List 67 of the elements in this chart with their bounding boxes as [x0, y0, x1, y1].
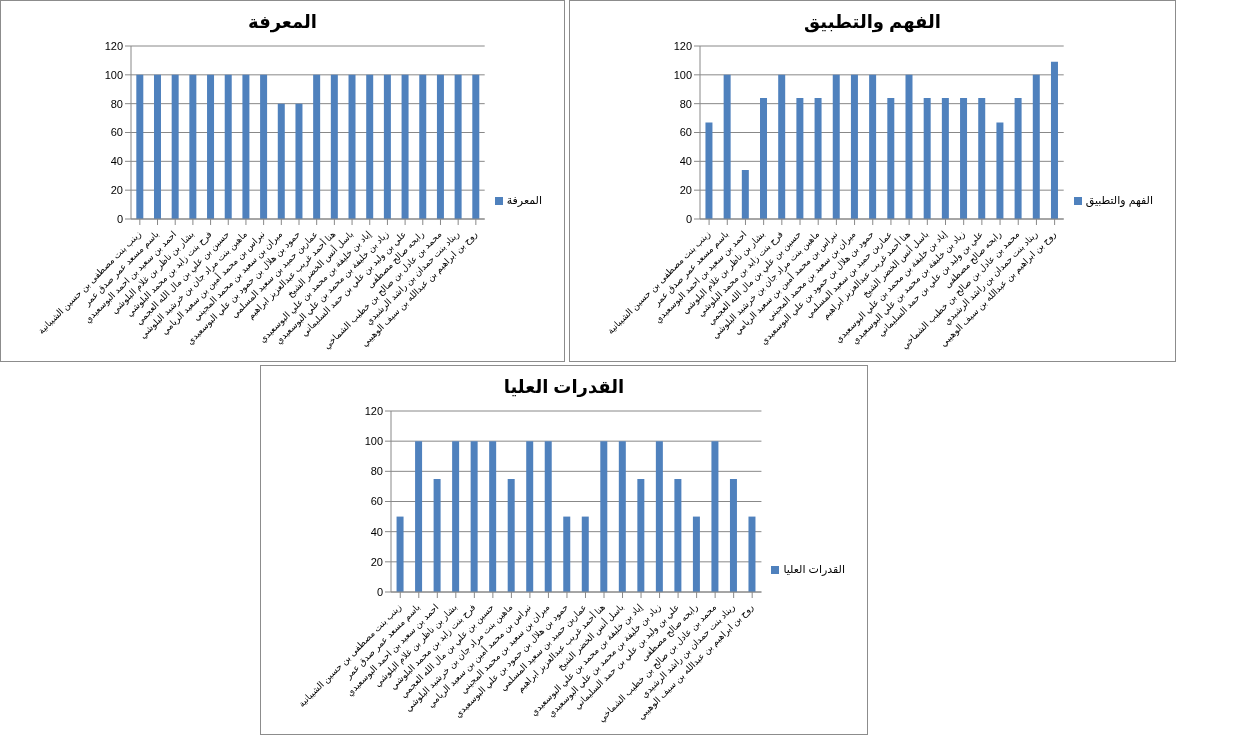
y-tick-label: 80: [679, 97, 692, 110]
bar: [655, 441, 663, 592]
y-tick-label: 20: [370, 555, 383, 568]
bar: [415, 441, 423, 592]
bar: [600, 441, 608, 592]
bar: [711, 441, 719, 592]
bar: [1032, 74, 1040, 219]
bar: [796, 97, 804, 219]
bar: [850, 74, 858, 219]
y-tick-label: 40: [370, 525, 383, 538]
legend-label: القدرات العليا: [783, 562, 845, 575]
y-tick-label: 40: [110, 155, 123, 168]
bar: [941, 97, 949, 219]
chart-title: القدرات العليا: [502, 376, 626, 399]
bar: [526, 441, 534, 592]
y-tick-label: 80: [370, 465, 383, 478]
bar: [723, 74, 731, 219]
bar: [741, 169, 749, 219]
y-tick-label: 60: [110, 126, 123, 139]
bar: [544, 441, 552, 592]
bar: [814, 97, 822, 219]
bar: [832, 74, 840, 219]
bar: [507, 478, 515, 592]
bar: [869, 74, 877, 219]
chart-title: المعرفة: [246, 11, 319, 35]
y-tick-label: 0: [116, 212, 123, 225]
bar: [433, 478, 441, 592]
bar: [489, 441, 497, 592]
chart-title: الفهم والتطبيق: [803, 11, 942, 35]
bar: [692, 516, 700, 592]
y-tick-label: 20: [110, 184, 123, 197]
bar: [729, 478, 737, 592]
y-tick-label: 100: [673, 68, 692, 81]
bar: [778, 74, 786, 219]
bar: [748, 516, 756, 592]
bar: [452, 441, 460, 592]
y-tick-label: 20: [679, 184, 692, 197]
y-tick-label: 100: [104, 68, 123, 81]
y-tick-label: 120: [673, 39, 692, 52]
bar: [637, 478, 645, 592]
bar: [618, 441, 626, 592]
y-tick-label: 100: [364, 435, 383, 448]
bar: [1050, 61, 1058, 219]
y-tick-label: 120: [104, 39, 123, 52]
y-tick-label: 120: [364, 404, 383, 417]
bar: [396, 516, 404, 592]
bar: [1014, 97, 1022, 219]
y-tick-label: 60: [370, 495, 383, 508]
y-tick-label: 60: [679, 126, 692, 139]
legend-label: المعرفة: [506, 193, 542, 206]
bar: [996, 122, 1004, 219]
bar: [470, 441, 478, 592]
y-tick-label: 40: [679, 155, 692, 168]
bar: [581, 516, 589, 592]
bar: [887, 97, 895, 219]
y-tick-label: 0: [685, 212, 692, 225]
bar: [705, 122, 713, 219]
legend-label: الفهم والتطبيق: [1085, 193, 1153, 206]
bar: [960, 97, 968, 219]
bar: [760, 97, 768, 219]
bar: [905, 74, 913, 219]
bar: [674, 478, 682, 592]
bar: [563, 516, 571, 592]
bar: [978, 97, 986, 219]
bar: [923, 97, 931, 219]
y-tick-label: 0: [376, 585, 383, 598]
y-tick-label: 80: [110, 97, 123, 110]
